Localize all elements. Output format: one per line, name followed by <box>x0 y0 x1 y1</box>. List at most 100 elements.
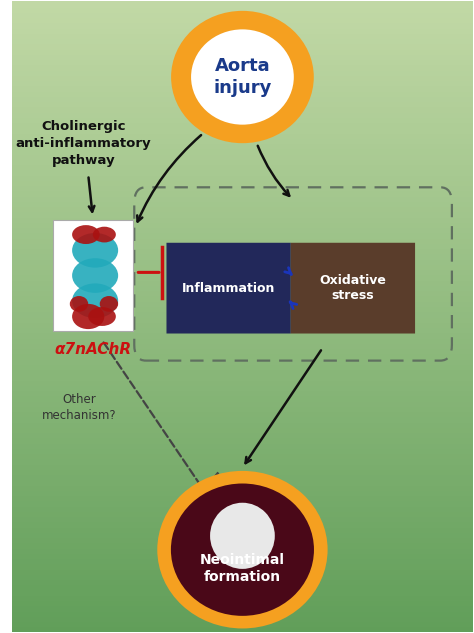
Bar <box>12 280 473 285</box>
Bar <box>12 427 473 432</box>
Bar <box>12 301 473 306</box>
FancyBboxPatch shape <box>166 243 291 334</box>
Bar <box>12 106 473 111</box>
Ellipse shape <box>100 296 118 312</box>
Bar <box>12 516 473 522</box>
Bar <box>12 395 473 401</box>
Bar <box>12 238 473 243</box>
Bar <box>12 49 473 54</box>
Bar <box>12 175 473 180</box>
Bar <box>12 589 473 595</box>
Bar <box>12 269 473 275</box>
Bar <box>12 211 473 216</box>
Bar <box>12 248 473 253</box>
Bar <box>12 22 473 28</box>
Ellipse shape <box>191 29 294 125</box>
Bar <box>12 563 473 568</box>
Bar <box>12 484 473 490</box>
Bar <box>12 44 473 49</box>
Bar <box>12 574 473 579</box>
Bar <box>12 6 473 12</box>
Bar <box>12 143 473 149</box>
Bar <box>12 227 473 232</box>
Bar <box>12 458 473 463</box>
Bar <box>12 243 473 248</box>
Bar <box>12 600 473 605</box>
Bar <box>12 170 473 175</box>
Bar <box>12 390 473 395</box>
Bar <box>12 537 473 542</box>
Bar <box>12 122 473 127</box>
Bar <box>12 259 473 264</box>
Bar <box>12 621 473 627</box>
Bar <box>12 54 473 59</box>
Ellipse shape <box>93 227 116 242</box>
Bar <box>12 348 473 353</box>
Bar <box>12 522 473 527</box>
Text: Cholinergic
anti-inflammatory
pathway: Cholinergic anti-inflammatory pathway <box>16 120 151 166</box>
Text: Oxidative
stress: Oxidative stress <box>319 274 386 303</box>
Bar <box>12 605 473 611</box>
Bar <box>12 85 473 91</box>
Bar <box>12 33 473 38</box>
Bar <box>12 616 473 621</box>
Bar <box>12 584 473 589</box>
Bar <box>12 322 473 327</box>
Bar <box>12 380 473 385</box>
Bar <box>12 542 473 548</box>
Bar <box>12 12 473 17</box>
Bar <box>12 216 473 222</box>
Bar <box>12 201 473 206</box>
Bar <box>12 91 473 96</box>
Bar <box>12 232 473 238</box>
Bar <box>12 442 473 448</box>
Bar <box>12 264 473 269</box>
Bar <box>12 353 473 358</box>
Ellipse shape <box>72 233 118 268</box>
Bar <box>12 275 473 280</box>
Ellipse shape <box>210 503 275 569</box>
Bar <box>12 500 473 506</box>
Bar <box>12 374 473 380</box>
Bar <box>12 185 473 191</box>
Bar <box>12 59 473 65</box>
Bar <box>12 527 473 532</box>
Bar <box>12 253 473 259</box>
Ellipse shape <box>70 296 88 312</box>
Text: Other
mechanism?: Other mechanism? <box>42 393 116 422</box>
Bar <box>12 75 473 80</box>
Bar <box>12 511 473 516</box>
Bar <box>12 453 473 458</box>
Bar <box>12 490 473 495</box>
Bar <box>12 627 473 632</box>
Ellipse shape <box>171 484 314 616</box>
Bar <box>12 364 473 369</box>
Bar <box>12 432 473 437</box>
Bar <box>12 327 473 332</box>
Bar <box>12 96 473 101</box>
Bar <box>12 316 473 322</box>
Bar <box>12 568 473 574</box>
Text: Aorta
injury: Aorta injury <box>213 57 272 97</box>
Bar <box>12 180 473 185</box>
Bar <box>12 70 473 75</box>
Ellipse shape <box>72 225 100 244</box>
Bar <box>12 469 473 474</box>
Bar <box>12 80 473 85</box>
Bar <box>12 448 473 453</box>
Bar <box>12 285 473 291</box>
Bar <box>12 311 473 316</box>
Bar <box>12 506 473 511</box>
Bar <box>12 369 473 374</box>
Bar <box>12 401 473 406</box>
Ellipse shape <box>72 304 104 329</box>
Bar <box>12 191 473 196</box>
Bar <box>12 463 473 469</box>
Ellipse shape <box>72 258 118 293</box>
Bar <box>12 548 473 553</box>
Bar <box>12 291 473 296</box>
Bar <box>12 422 473 427</box>
Bar <box>12 437 473 442</box>
Ellipse shape <box>88 307 116 326</box>
Bar <box>12 196 473 201</box>
